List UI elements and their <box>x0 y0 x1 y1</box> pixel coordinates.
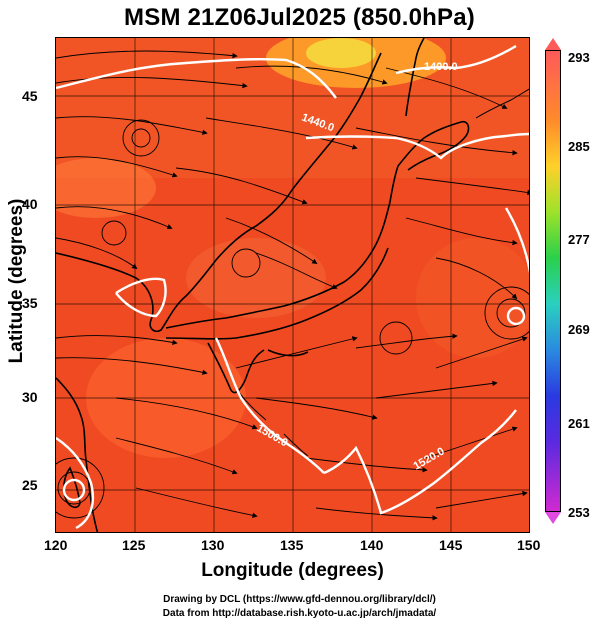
pacific-field <box>416 238 529 358</box>
map-plot-area: 1400.0 1440.0 1500.0 1520.0 <box>55 37 530 533</box>
y-tick-45: 45 <box>22 88 38 104</box>
map-svg: 1400.0 1440.0 1500.0 1520.0 <box>56 38 529 532</box>
x-tick-145: 145 <box>439 537 463 553</box>
colorbar-label-277: 277 <box>568 232 590 247</box>
colorbar-label-293: 293 <box>568 50 590 65</box>
contour-1440-east <box>305 132 529 160</box>
x-tick-150: 150 <box>517 537 541 553</box>
colorbar-label-253: 253 <box>568 505 590 520</box>
colorbar-bottom-triangle <box>545 512 561 524</box>
y-tick-40: 40 <box>22 196 38 212</box>
contour-1500 <box>214 337 325 474</box>
y-axis-label: Latitude (degrees) <box>6 198 27 364</box>
contour-pacific-center <box>506 306 526 326</box>
contour-taiwan-center <box>62 478 86 502</box>
x-tick-130: 130 <box>201 537 225 553</box>
contour-1400 <box>395 44 517 75</box>
colorbar-label-261: 261 <box>568 416 590 431</box>
credit-data: Data from http://database.rish.kyoto-u.a… <box>162 608 437 619</box>
contour-pacific <box>504 207 529 274</box>
colorbar-label-285: 285 <box>568 139 590 154</box>
contour-1520 <box>323 409 517 515</box>
contour-label-1400: 1400.0 <box>424 61 458 73</box>
y-tick-25: 25 <box>22 477 38 493</box>
warm-patch-west <box>56 158 156 218</box>
warm-core-peak <box>306 38 376 68</box>
y-tick-30: 30 <box>22 389 38 405</box>
map-title: MSM 21Z06Jul2025 (850.0hPa) <box>124 4 475 31</box>
contour-taiwan-low <box>56 437 95 530</box>
credit-drawing: Drawing by DCL (https://www.gfd-dennou.o… <box>163 594 436 605</box>
y-tick-35: 35 <box>22 295 38 311</box>
sea-of-japan-field <box>186 238 326 318</box>
x-tick-135: 135 <box>280 537 304 553</box>
x-tick-125: 125 <box>122 537 146 553</box>
contour-1440 <box>56 57 337 99</box>
colorbar-top-triangle <box>545 38 561 50</box>
height-contours <box>56 44 529 530</box>
x-tick-140: 140 <box>360 537 384 553</box>
colorbar <box>545 50 561 512</box>
colorbar-label-269: 269 <box>568 322 590 337</box>
x-tick-120: 120 <box>44 537 68 553</box>
contour-closed-korea <box>115 277 167 318</box>
x-axis-label: Longitude (degrees) <box>201 560 384 581</box>
